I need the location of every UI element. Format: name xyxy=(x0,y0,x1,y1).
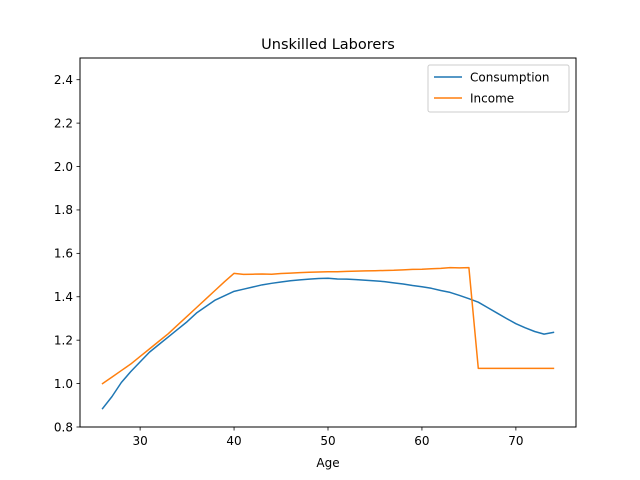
y-tick-label: 1.2 xyxy=(54,333,73,347)
legend-label-2: Income xyxy=(470,91,514,105)
plot-lines xyxy=(101,266,555,410)
y-tick-label: 1.6 xyxy=(54,247,73,261)
legend-label-1: Consumption xyxy=(470,70,549,84)
series-line-1 xyxy=(101,277,555,410)
y-tick-label: 1.4 xyxy=(54,290,73,304)
legend: Consumption Income xyxy=(427,64,570,113)
legend-box xyxy=(427,64,570,113)
y-tick-label: 2.2 xyxy=(54,116,73,130)
x-tick-label: 40 xyxy=(226,434,241,448)
x-axis-ticks: 30 40 50 60 70 xyxy=(132,427,524,448)
x-tick-label: 70 xyxy=(508,434,523,448)
x-tick-label: 30 xyxy=(132,434,147,448)
x-axis-label: Age xyxy=(316,456,339,470)
chart-title: Unskilled Laborers xyxy=(261,37,395,53)
x-tick-label: 50 xyxy=(320,434,335,448)
x-tick-label: 60 xyxy=(414,434,429,448)
y-tick-label: 1.0 xyxy=(54,377,73,391)
y-tick-label: 2.0 xyxy=(54,160,73,174)
series-line-2 xyxy=(101,266,555,385)
y-axis-ticks: 0.8 1.0 1.2 1.4 1.6 1.8 2.0 2.2 2.4 xyxy=(54,73,80,434)
y-tick-label: 0.8 xyxy=(54,420,73,434)
y-tick-label: 2.4 xyxy=(54,73,73,87)
y-tick-label: 1.8 xyxy=(54,203,73,217)
